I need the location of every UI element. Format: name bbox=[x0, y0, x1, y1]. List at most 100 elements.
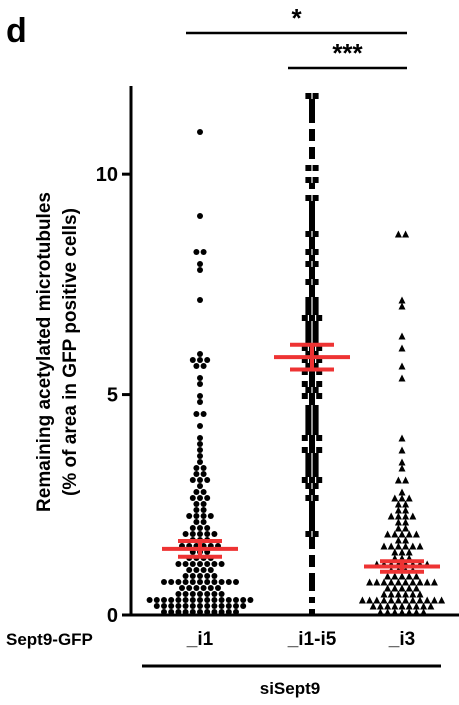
data-point bbox=[409, 590, 417, 598]
data-point bbox=[301, 381, 308, 387]
data-point bbox=[200, 567, 207, 573]
data-point bbox=[211, 597, 218, 603]
data-point bbox=[197, 453, 203, 459]
data-point bbox=[316, 357, 323, 363]
panel-label: d bbox=[6, 12, 27, 50]
data-point bbox=[309, 243, 315, 249]
data-point bbox=[394, 578, 402, 586]
data-point bbox=[316, 477, 323, 483]
data-point bbox=[376, 602, 384, 610]
data-point bbox=[309, 447, 315, 453]
data-point bbox=[398, 488, 406, 496]
data-point bbox=[193, 411, 200, 417]
data-point bbox=[412, 530, 420, 538]
data-point bbox=[312, 309, 319, 315]
data-point bbox=[153, 603, 160, 609]
data-point bbox=[189, 573, 196, 579]
data-point bbox=[305, 327, 312, 333]
data-point bbox=[182, 609, 189, 615]
data-point bbox=[305, 351, 312, 357]
significance-brackets: **** bbox=[186, 3, 407, 70]
data-point bbox=[182, 579, 189, 585]
data-point bbox=[305, 423, 312, 429]
data-point bbox=[305, 309, 312, 315]
data-point bbox=[301, 369, 308, 375]
data-point bbox=[309, 255, 315, 261]
data-point bbox=[189, 591, 196, 597]
data-point bbox=[168, 609, 175, 615]
data-point bbox=[312, 459, 319, 465]
data-point bbox=[186, 585, 193, 591]
data-point bbox=[312, 387, 319, 393]
data-point bbox=[409, 542, 417, 550]
data-point bbox=[197, 597, 203, 603]
data-point bbox=[161, 579, 167, 585]
data-point bbox=[398, 374, 406, 382]
data-point bbox=[309, 597, 315, 603]
data-point bbox=[402, 230, 410, 238]
data-point bbox=[420, 608, 428, 616]
data-point bbox=[175, 609, 182, 615]
data-point bbox=[358, 596, 366, 604]
data-point bbox=[394, 518, 402, 526]
data-point bbox=[409, 578, 417, 586]
data-point bbox=[197, 441, 203, 447]
data-point bbox=[402, 596, 410, 604]
data-point bbox=[398, 344, 406, 352]
data-point bbox=[197, 357, 203, 363]
data-point bbox=[204, 561, 211, 567]
mean-sem-bars bbox=[162, 342, 440, 574]
data-point bbox=[312, 351, 319, 357]
data-point bbox=[197, 447, 203, 453]
data-point bbox=[398, 332, 406, 340]
data-point bbox=[394, 596, 402, 604]
data-point bbox=[309, 513, 315, 519]
data-point bbox=[391, 530, 399, 538]
data-point bbox=[312, 405, 319, 411]
data-point bbox=[197, 579, 203, 585]
data-point bbox=[301, 345, 308, 351]
data-point bbox=[182, 597, 189, 603]
data-point bbox=[305, 429, 312, 435]
data-point bbox=[200, 489, 207, 495]
data-point bbox=[412, 608, 420, 616]
data-points bbox=[146, 93, 446, 616]
data-point bbox=[309, 477, 315, 483]
data-point bbox=[405, 572, 413, 580]
data-point bbox=[193, 249, 200, 255]
data-point bbox=[189, 477, 196, 483]
data-point bbox=[233, 597, 239, 603]
data-point bbox=[189, 495, 196, 501]
data-point bbox=[197, 399, 203, 405]
data-point bbox=[394, 230, 402, 238]
data-point bbox=[305, 417, 312, 423]
data-point bbox=[204, 477, 211, 483]
data-point bbox=[309, 585, 315, 591]
data-point bbox=[204, 573, 211, 579]
data-point bbox=[309, 213, 315, 219]
data-point bbox=[225, 603, 232, 609]
data-point bbox=[197, 459, 203, 465]
data-point bbox=[316, 345, 323, 351]
data-point bbox=[233, 609, 239, 615]
data-point bbox=[207, 567, 214, 573]
data-point bbox=[197, 477, 203, 483]
data-point bbox=[402, 518, 410, 526]
y-tick-label: 10 bbox=[96, 164, 118, 186]
data-point bbox=[309, 543, 315, 549]
data-point bbox=[197, 267, 203, 273]
data-point bbox=[309, 381, 315, 387]
data-point bbox=[309, 147, 315, 153]
data-point bbox=[197, 573, 203, 579]
data-point bbox=[225, 597, 232, 603]
data-point bbox=[168, 597, 175, 603]
data-point bbox=[312, 465, 319, 471]
data-point bbox=[193, 465, 200, 471]
data-point bbox=[168, 579, 175, 585]
data-point bbox=[384, 530, 392, 538]
data-point bbox=[204, 609, 211, 615]
data-point bbox=[430, 578, 438, 586]
data-point bbox=[312, 297, 319, 303]
data-point bbox=[301, 357, 308, 363]
data-point bbox=[309, 183, 315, 189]
